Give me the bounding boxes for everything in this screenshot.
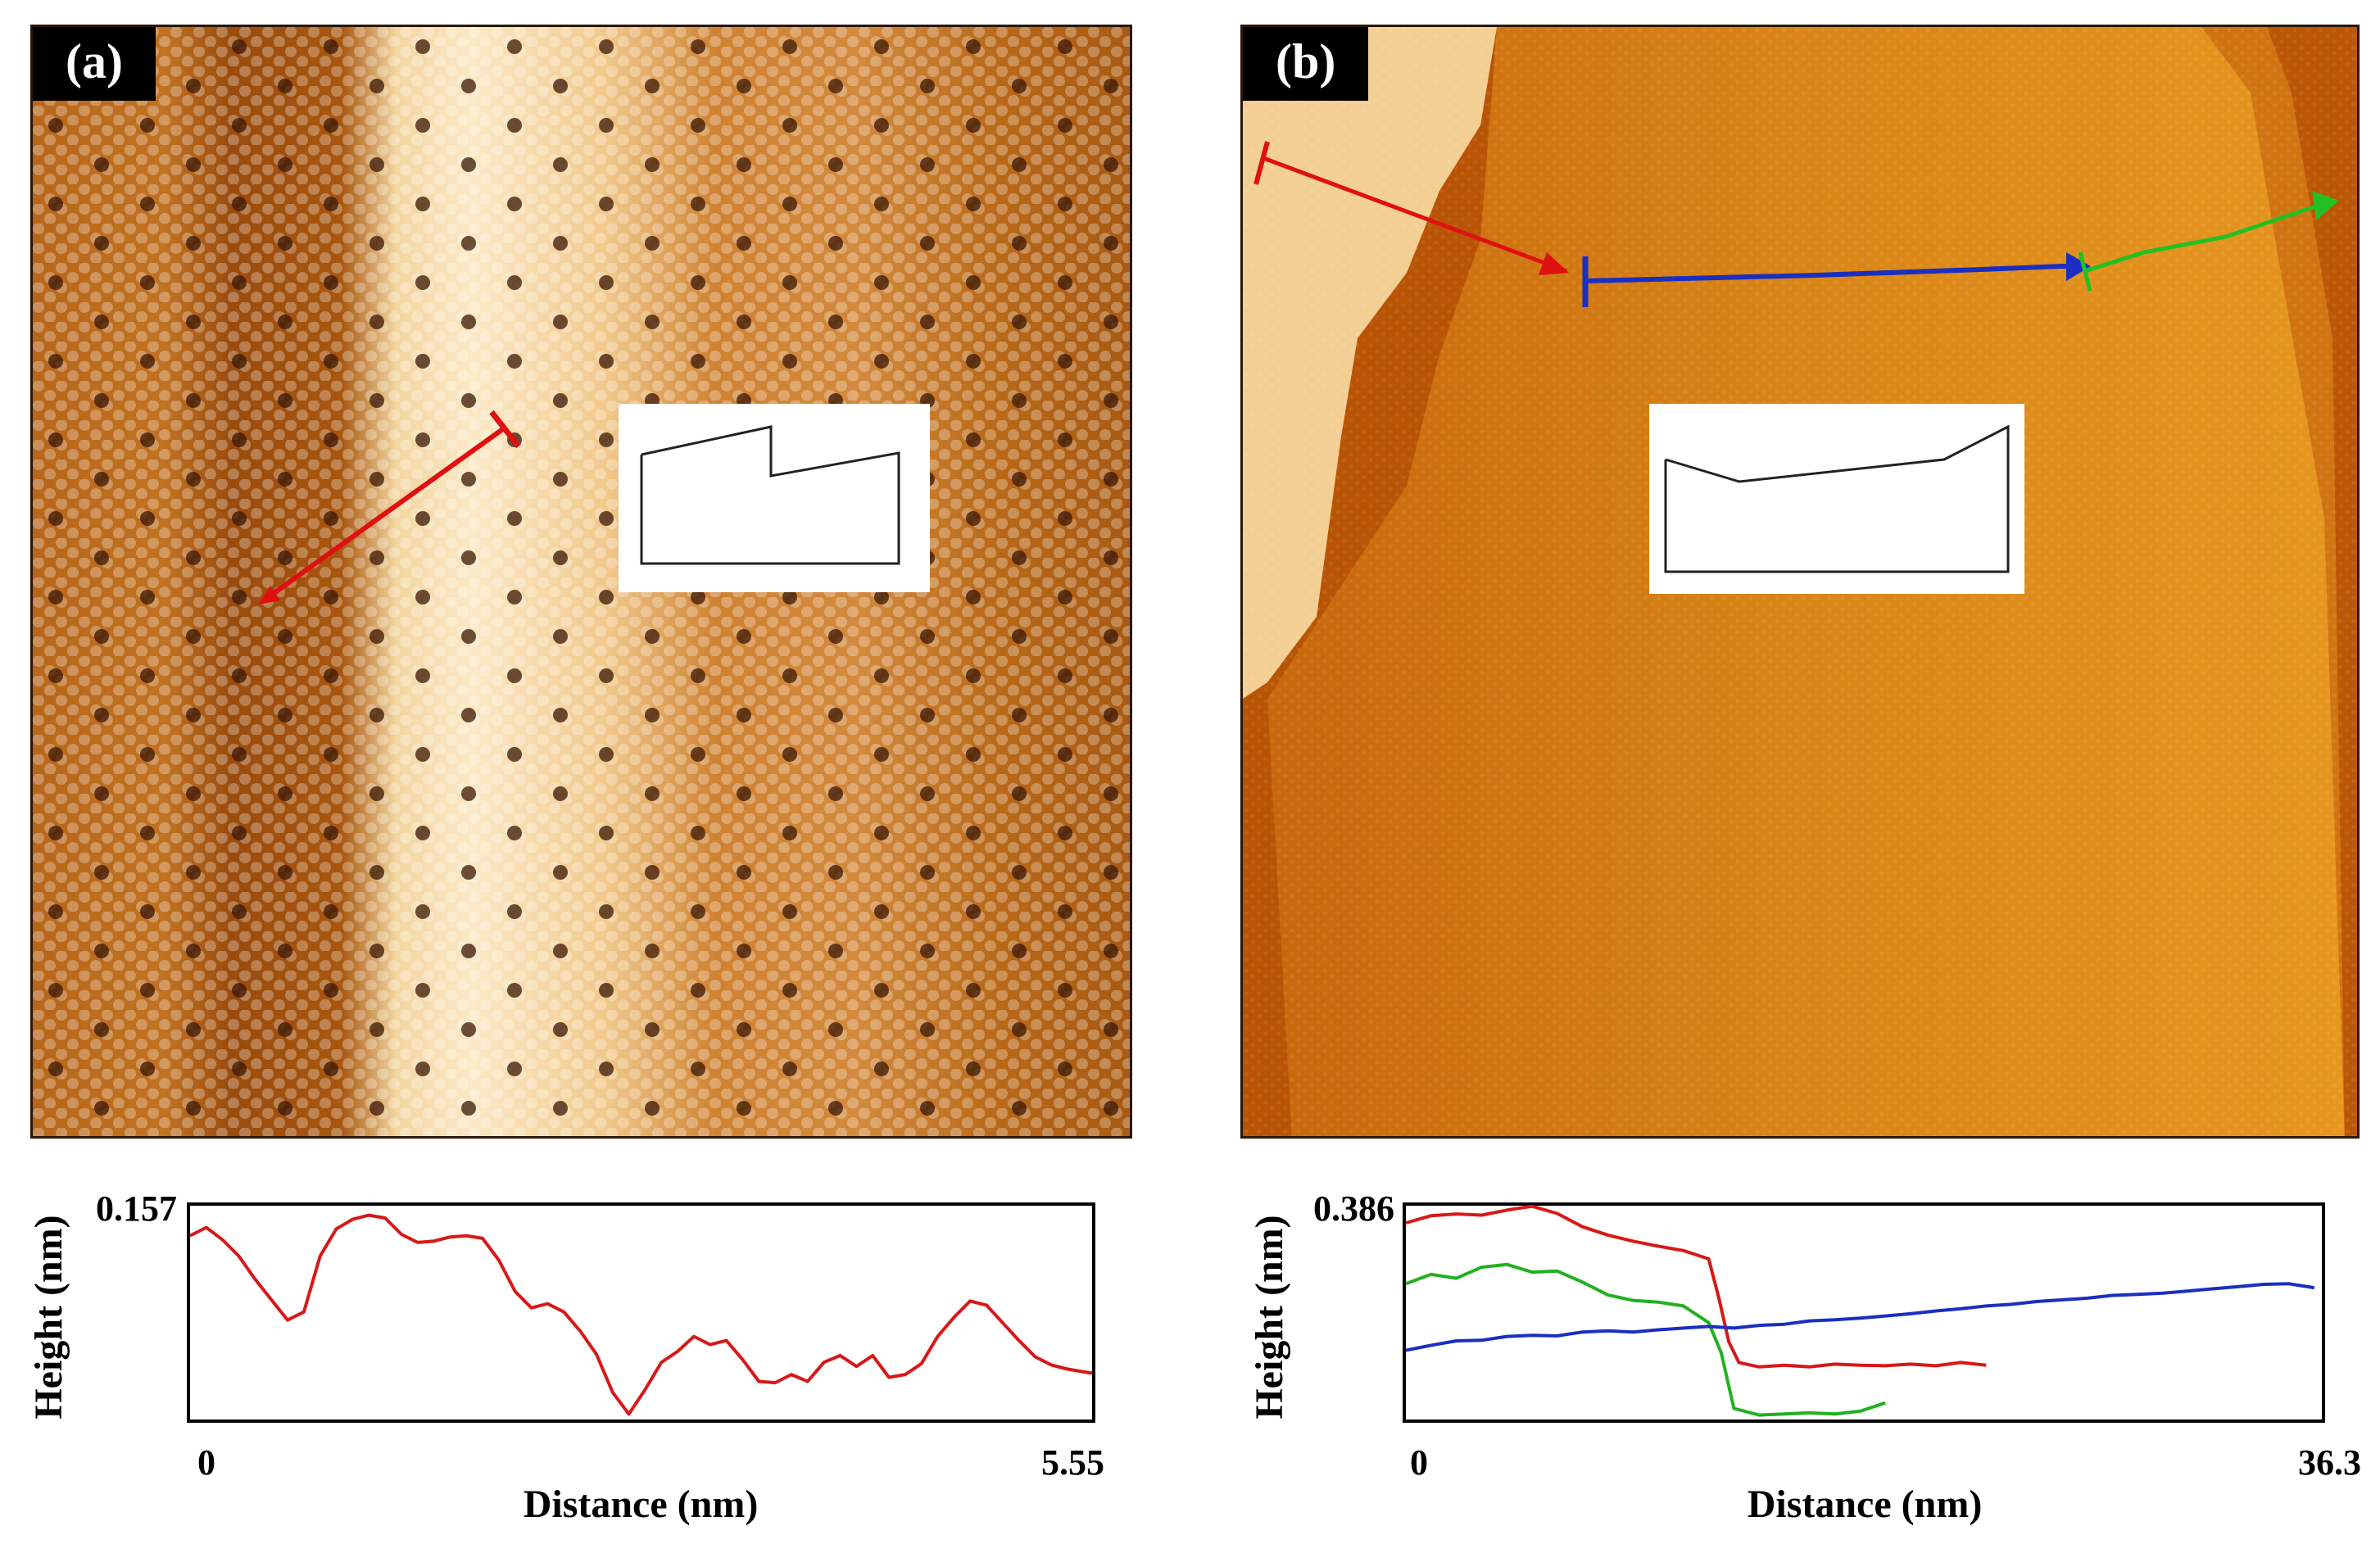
x-max-tick-a: 5.55 xyxy=(1041,1442,1104,1483)
height-profile-plot-b: 0.386 0 36.3 Distance (nm) Height (nm) xyxy=(1237,1180,2368,1540)
profile-arrow-red-b xyxy=(1253,141,1569,275)
stm-image-a: (a) xyxy=(30,25,1132,1139)
series-line-red-profile-a xyxy=(189,1213,1093,1416)
inset-profile-shape-a xyxy=(640,425,900,565)
profile-arrow-green-b xyxy=(2078,191,2339,292)
plot-frame-b xyxy=(1403,1202,2325,1423)
x-min-tick-a: 0 xyxy=(197,1442,215,1483)
y-max-tick-b: 0.386 xyxy=(1313,1189,1394,1229)
panel-label-a: (a) xyxy=(33,27,156,101)
profile-arrow-blue-b xyxy=(1582,252,2091,307)
series-line-red-profile-b xyxy=(1405,1204,1987,1369)
plot-frame-a xyxy=(187,1202,1095,1423)
x-max-tick-b: 36.3 xyxy=(2298,1442,2361,1483)
x-axis-title-b: Distance (nm) xyxy=(1748,1483,1983,1526)
x-axis-title-a: Distance (nm) xyxy=(524,1483,759,1526)
inset-profile-shape-b xyxy=(1664,424,2010,573)
y-max-tick-a: 0.157 xyxy=(96,1189,177,1229)
series-line-blue-profile-b xyxy=(1405,1282,2315,1352)
stm-texture-a xyxy=(33,27,1130,1136)
panel-label-b: (b) xyxy=(1243,27,1369,101)
plot-a-svg: 0.157 0 5.55 Distance (nm) Height (nm) xyxy=(27,1189,1104,1526)
stm-image-b: (b) xyxy=(1240,25,2360,1139)
profile-inset-a xyxy=(619,404,930,592)
series-group-a xyxy=(189,1213,1093,1416)
y-axis-title-a: Height (nm) xyxy=(27,1215,70,1419)
series-group-b xyxy=(1405,1204,2315,1417)
x-min-tick-b: 0 xyxy=(1410,1442,1428,1483)
y-axis-title-b: Height (nm) xyxy=(1248,1215,1291,1419)
series-line-green-profile-b xyxy=(1405,1262,1886,1417)
profile-arrow-a xyxy=(258,410,521,604)
plot-b-svg: 0.386 0 36.3 Distance (nm) Height (nm) xyxy=(1248,1189,2361,1526)
profile-inset-b xyxy=(1649,404,2024,594)
height-profile-plot-a: 0.157 0 5.55 Distance (nm) Height (nm) xyxy=(25,1180,1147,1540)
